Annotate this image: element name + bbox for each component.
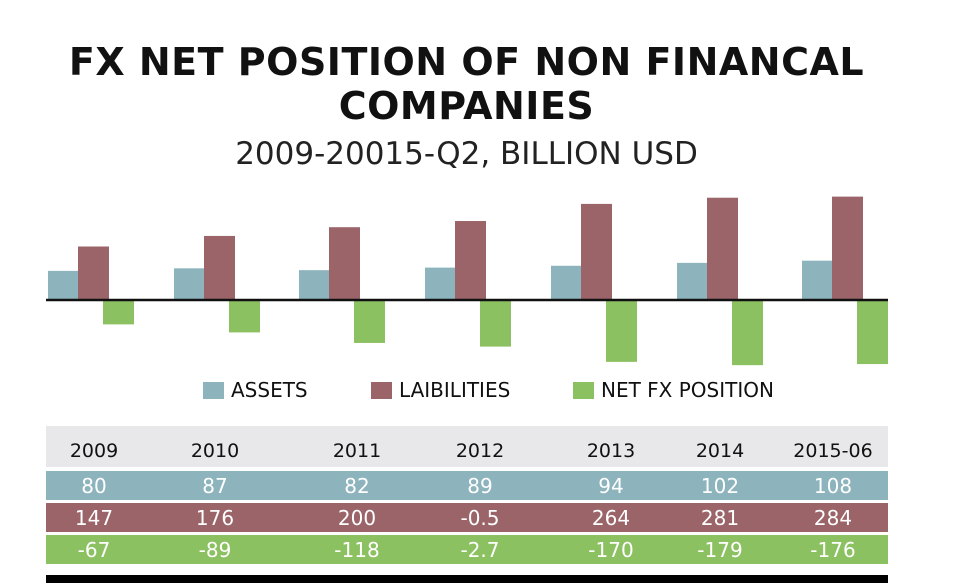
bar-assets-2014 — [677, 262, 708, 300]
chart-legend: ASSETS LAIBILITIES NET FX POSITION — [0, 376, 966, 404]
table-header-cell: 2014 — [695, 440, 745, 462]
table-cell: 89 — [467, 474, 493, 498]
table-cell: -89 — [198, 538, 232, 562]
bar-net-2009 — [103, 300, 134, 325]
table-cell: -118 — [334, 538, 380, 562]
legend-label-liabilities: LAIBILITIES — [399, 378, 511, 402]
table-cell: 102 — [700, 474, 740, 498]
table-cell: -2.7 — [460, 538, 500, 562]
legend-swatch-assets — [203, 381, 224, 399]
bar-assets-2012 — [425, 267, 456, 300]
table-cell: 80 — [81, 474, 107, 498]
table-header-cell: 2011 — [332, 440, 382, 462]
table-cell: 176 — [195, 506, 235, 530]
bar-assets-2013 — [551, 265, 582, 300]
table-cell: -176 — [810, 538, 856, 562]
table-cell: -67 — [77, 538, 111, 562]
legend-label-assets: ASSETS — [231, 378, 308, 402]
legend-label-net: NET FX POSITION — [601, 378, 774, 402]
bar-liabilities-2012 — [455, 221, 486, 300]
table-row-assets: 80 87 82 89 94 102 108 — [46, 471, 888, 500]
table-header-cell: 2010 — [190, 440, 240, 462]
legend-swatch-net — [573, 381, 594, 399]
table-header-cell: 2013 — [586, 440, 636, 462]
bar-assets-2011 — [299, 270, 330, 300]
table-row-liabilities: 147 176 200 -0.5 264 281 284 — [46, 503, 888, 532]
chart-subtitle: 2009-20015-Q2, BILLION USD — [235, 136, 698, 172]
bar-net-2012 — [480, 300, 511, 347]
bar-assets-2010 — [174, 268, 205, 300]
table-header-cell: 2015-06 — [793, 440, 873, 462]
bar-chart — [46, 196, 888, 366]
bar-assets-2009 — [48, 270, 79, 300]
bar-liabilities-2010 — [204, 235, 235, 300]
chart-title: FX NET POSITION OF NON FINANCAL COMPANIE… — [68, 40, 865, 128]
bar-liabilities-2009 — [78, 246, 109, 300]
table-cell: -179 — [697, 538, 743, 562]
legend-item-net: NET FX POSITION — [573, 376, 774, 404]
bar-net-2013 — [606, 300, 637, 362]
table-cell: -0.5 — [460, 506, 500, 530]
table-cell: 87 — [202, 474, 228, 498]
bar-liabilities-2014 — [707, 197, 738, 300]
table-cell: -170 — [588, 538, 634, 562]
table-cell: 108 — [813, 474, 853, 498]
bottom-rule — [46, 575, 888, 583]
table-header-cell: 2012 — [455, 440, 505, 462]
table-cell: 82 — [344, 474, 370, 498]
data-table: 2009 2010 2011 2012 2013 2014 2015-06 80… — [46, 426, 888, 567]
table-cell: 281 — [700, 506, 740, 530]
table-cell: 200 — [337, 506, 377, 530]
bar-net-2014 — [732, 300, 763, 366]
bar-net-2010 — [229, 300, 260, 333]
table-header-cell: 2009 — [69, 440, 119, 462]
bar-net-2011 — [354, 300, 385, 343]
bar-liabilities-2011 — [329, 227, 360, 300]
bar-liabilities-2013 — [581, 203, 612, 300]
bar-net-2015-06 — [857, 300, 888, 365]
table-cell: 94 — [598, 474, 624, 498]
table-row-net: -67 -89 -118 -2.7 -170 -179 -176 — [46, 535, 888, 564]
legend-item-assets: ASSETS — [203, 376, 308, 404]
table-cell: 284 — [813, 506, 853, 530]
legend-swatch-liabilities — [371, 381, 392, 399]
table-cell: 264 — [591, 506, 631, 530]
bar-assets-2015-06 — [802, 260, 833, 300]
legend-item-liabilities: LAIBILITIES — [371, 376, 510, 404]
bar-liabilities-2015-06 — [832, 196, 863, 300]
table-cell: 147 — [74, 506, 114, 530]
table-header-row: 2009 2010 2011 2012 2013 2014 2015-06 — [46, 426, 888, 467]
